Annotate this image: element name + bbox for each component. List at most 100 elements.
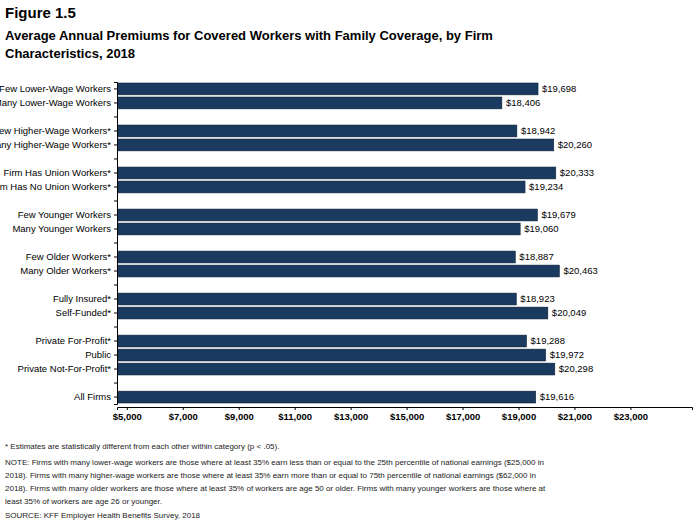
bar [117,167,556,179]
bar [117,335,527,347]
y-tick [114,327,117,328]
x-tick-label: $11,000 [278,411,312,422]
y-tick-mark [114,200,117,201]
y-tick: Many Older Workers* [20,265,117,276]
bars [117,83,559,403]
bar [117,391,536,403]
y-tick-label: Few Older Workers* [26,251,112,262]
bar [117,83,538,95]
data-label: $19,972 [550,349,584,360]
bar [117,293,516,305]
y-tick-mark [114,397,117,398]
bar [117,97,502,109]
y-tick-mark [114,186,117,187]
data-label: $20,463 [563,265,597,276]
y-tick-mark [114,257,117,258]
data-label: $19,616 [540,391,574,402]
y-tick-mark [114,228,117,229]
data-labels: $19,698$18,406$18,942$20,260$20,333$19,2… [506,83,598,402]
y-tick-mark [114,271,117,272]
x-tick-label: $17,000 [446,411,480,422]
y-tick-label: Many Younger Workers [12,223,111,234]
bar [117,349,546,361]
y-tick: Few Higher-Wage Workers* [0,125,117,136]
y-tick-mark [114,102,117,103]
x-tick-label: $15,000 [390,411,424,422]
data-label: $20,298 [559,363,593,374]
x-tick-mark [574,407,575,410]
y-tick: Many Younger Workers [12,223,117,234]
y-tick: Private Not-For-Profit* [18,363,117,374]
y-tick [114,285,117,286]
bar [117,307,548,319]
y-tick-label: Many Older Workers* [20,265,111,276]
y-tick-label: Public [85,349,111,360]
bar [117,363,555,375]
y-tick: Private For-Profit* [36,335,118,346]
y-tick-label: Private For-Profit* [36,335,112,346]
note: 2018). Firms with many older workers are… [5,484,546,493]
y-tick-mark [114,355,117,356]
x-tick-mark [630,407,631,410]
y-tick-label: Firm Has Union Workers* [3,167,111,178]
x-tick-mark [295,407,296,410]
x-tick: $9,000 [225,407,254,422]
y-tick: Few Younger Workers [18,209,117,220]
chart: Figure 1.5Average Annual Premiums for Co… [0,0,698,525]
x-tick-label: $13,000 [334,411,368,422]
x-tick: $19,000 [502,407,536,422]
y-tick-label: Few Higher-Wage Workers* [0,125,111,136]
y-tick-mark [114,172,117,173]
y-tick [114,158,117,159]
y-tick: Many Higher-Wage Workers* [0,139,117,150]
data-label: $19,698 [542,83,576,94]
bar [117,125,517,137]
x-tick-mark [183,407,184,410]
x-tick-mark [351,407,352,410]
bar [117,251,515,263]
y-tick-label: Firm Has No Union Workers* [0,181,111,192]
x-tick-label: $23,000 [614,411,648,422]
x-tick: $11,000 [278,407,312,422]
data-label: $19,060 [524,223,558,234]
x-tick-mark [239,407,240,410]
bar [117,223,520,235]
y-tick-label: Few Younger Workers [18,209,112,220]
x-tick-mark [127,407,128,410]
data-label: $18,887 [519,251,553,262]
bar [117,139,554,151]
data-label: $18,942 [521,125,555,136]
x-tick-label: $9,000 [225,411,254,422]
data-label: $18,923 [520,293,554,304]
x-tick: $23,000 [614,407,648,422]
x-tick-label: $19,000 [502,411,536,422]
y-tick: Many Lower-Wage Workers [0,97,117,108]
note: SOURCE: KFF Employer Health Benefits Sur… [5,511,201,520]
y-tick-mark [114,158,117,159]
x-axis: $5,000$7,000$9,000$11,000$13,000$15,000$… [113,407,693,422]
y-tick-mark [114,116,117,117]
x-tick-mark [407,407,408,410]
title: Figure 1.5 [5,4,76,21]
x-tick-label: $5,000 [113,411,142,422]
y-tick: Firm Has Union Workers* [3,167,117,178]
y-tick: Few Lower-Wage Workers [0,83,117,94]
note: * Estimates are statistically different … [5,442,279,451]
y-tick-mark [114,369,117,370]
x-tick: $15,000 [390,407,424,422]
x-tick: $17,000 [446,407,480,422]
x-tick: $5,000 [113,407,142,422]
note: 2018). Firms with many higher-wage worke… [5,471,536,480]
note: least 35% of workers are age 26 or young… [5,497,162,506]
x-axis-line [118,408,693,411]
y-tick: Public [85,349,117,360]
y-tick: Self-Funded* [56,307,117,318]
x-tick-label: $21,000 [558,411,592,422]
y-tick-label: Private Not-For-Profit* [18,363,112,374]
y-tick-mark [114,214,117,215]
y-tick [114,243,117,244]
data-label: $19,234 [529,181,563,192]
y-tick: All Firms [74,391,117,402]
y-tick [114,116,117,117]
x-tick: $21,000 [558,407,592,422]
